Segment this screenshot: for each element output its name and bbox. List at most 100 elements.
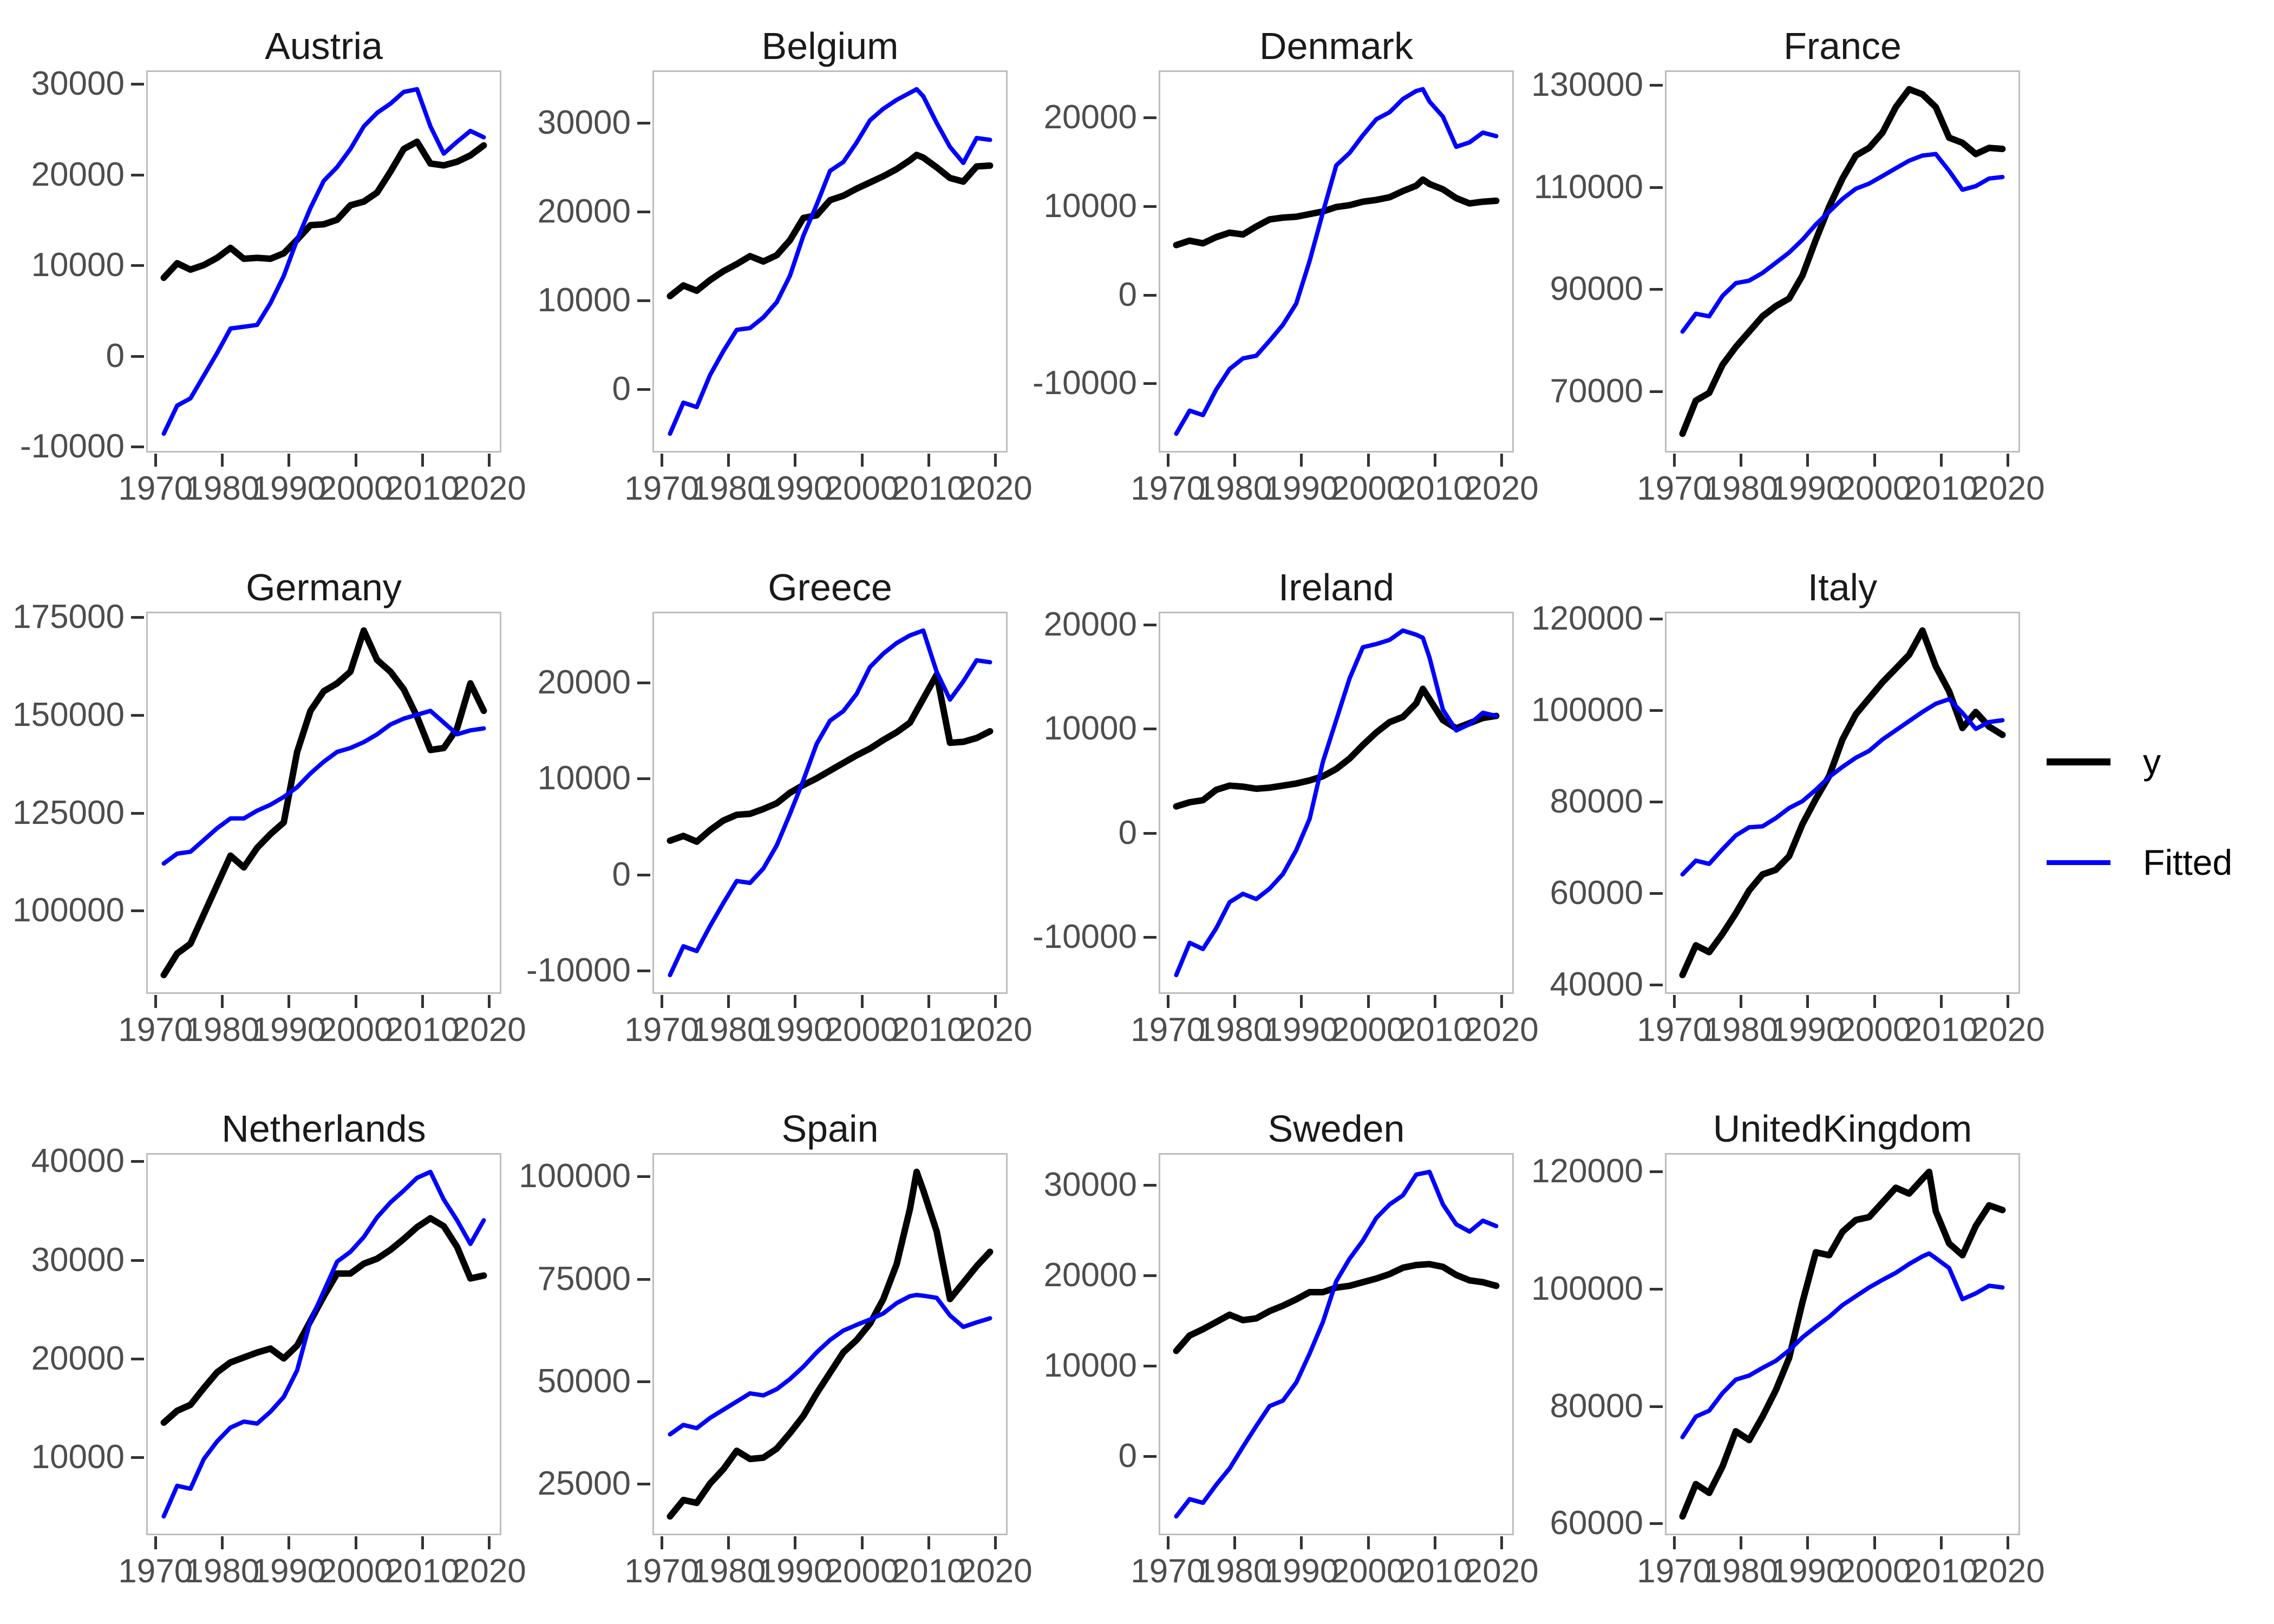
x-tick-mark [994,454,997,467]
facet-grid: Austria -10000 0 10000 20000 30000 1970 1980 199… [11,0,2045,1624]
y-tick-mark [131,445,144,448]
x-axis: 1970 1980 1990 2000 2010 2020 [118,994,526,1064]
y-tick-label: 10000 [1043,710,1137,748]
legend-label-y: y [2143,742,2161,782]
y-tick-mark [637,1483,650,1486]
x-tick-label: 2010 [891,1011,966,1049]
x-tick-label: 2000 [824,1553,899,1590]
y-tick-mark [1650,390,1663,393]
plot-panel [146,70,501,453]
y-tick-mark [131,1358,144,1361]
x-tick-label: 2020 [451,1011,526,1049]
x-tick-label: 1990 [757,470,833,507]
series-fitted-line [1174,628,1499,978]
x-tick-label: 2000 [318,1553,393,1590]
y-tick-mark [637,682,650,685]
x-tick-mark [1740,995,1743,1008]
x-tick-label: 2010 [891,470,966,507]
series-y-line [666,1168,994,1520]
x-tick-mark [794,454,797,467]
x-tick-label: 1990 [1770,470,1845,507]
x-tick-label: 1970 [118,1011,193,1049]
y-tick-mark [1650,1405,1663,1408]
x-tick-mark [1367,995,1370,1008]
y-tick-mark [637,1175,650,1178]
x-tick-mark [154,995,158,1008]
y-tick-label: 20000 [537,664,631,702]
x-tick-mark [661,995,664,1008]
y-tick-label: 60000 [1550,874,1643,912]
x-tick-mark [354,995,357,1008]
x-tick-label: 1980 [1703,1553,1779,1590]
legend-entry-fitted: Fitted [2047,842,2232,883]
y-tick-label: 30000 [537,104,631,142]
y-tick-label: 110000 [1533,168,1643,206]
y-tick-label: 120000 [1531,600,1643,638]
plot-panel [1159,1153,1514,1535]
series-fitted-line [1174,1169,1499,1519]
y-tick-mark [131,909,144,913]
y-tick-label: 50000 [537,1362,631,1400]
line-chart [1679,627,2006,979]
y-tick-mark [637,211,650,214]
y-tick-mark [131,1259,144,1262]
x-tick-mark [994,995,997,1008]
y-tick-mark [1650,709,1663,712]
y-tick-label: 150000 [12,696,125,734]
x-tick-label: 2000 [824,470,899,507]
facet-title: Spain [781,1108,879,1150]
y-tick-label: 20000 [31,1340,125,1378]
x-tick-label: 1990 [251,470,326,507]
x-tick-mark [221,454,224,467]
y-tick-mark [1650,984,1663,987]
y-tick-mark [637,299,650,303]
x-tick-label: 2020 [1463,1553,1539,1590]
facet-belgium: Belgium 0 10000 20000 30000 1970 1980 1990 2000 2… [517,0,1033,541]
series-y-line [666,152,994,299]
line-chart [666,1168,994,1520]
x-tick-label: 2020 [451,1553,526,1590]
x-tick-mark [154,454,158,467]
x-axis: 1970 1980 1990 2000 2010 2020 [1637,1535,2045,1606]
y-tick-label: 0 [612,370,631,408]
y-tick-mark [1143,1183,1156,1187]
line-chart [1679,1168,2006,1520]
x-tick-label: 1980 [185,470,260,507]
x-tick-label: 1980 [185,1553,260,1590]
x-tick-label: 2020 [1970,470,2045,507]
x-tick-label: 2020 [1463,470,1539,507]
y-tick-mark [1650,186,1663,189]
plot-panel [652,1153,1008,1535]
y-tick-label: -10000 [526,951,631,989]
plot-panel [652,70,1008,453]
x-tick-label: 2020 [957,1011,1033,1049]
x-tick-label: 2000 [1330,1553,1406,1590]
x-tick-label: 2000 [1330,1011,1406,1049]
series-y-line [1173,176,1500,248]
y-tick-label: 100000 [519,1157,631,1195]
y-tick-label: 20000 [537,193,631,231]
series-y-line [1679,627,2006,979]
line-chart [666,87,994,436]
y-tick-label: -10000 [19,427,125,465]
series-y-line [1679,86,2006,437]
x-tick-mark [1806,454,1809,467]
y-tick-mark [1143,935,1156,939]
y-tick-label: 100000 [1531,1269,1643,1307]
x-tick-label: 2010 [1397,1011,1472,1049]
x-tick-mark [221,995,224,1008]
legend-key-fitted-line [2047,860,2110,865]
x-tick-label: 2000 [1330,470,1406,507]
y-tick-mark [1650,1170,1663,1173]
x-tick-label: 1970 [118,1553,193,1590]
y-tick-mark [1143,382,1156,385]
x-tick-mark [794,1536,797,1549]
x-tick-mark [1167,995,1170,1008]
y-tick-mark [131,713,144,717]
x-tick-mark [1433,995,1436,1008]
x-tick-label: 2000 [1837,1553,1912,1590]
x-tick-mark [1673,1536,1676,1549]
x-axis: 1970 1980 1990 2000 2010 2020 [1131,453,1539,523]
facet-france: France 70000 90000 110000 130000 1970 1980 1990… [1530,0,2045,541]
x-tick-mark [421,1536,424,1549]
